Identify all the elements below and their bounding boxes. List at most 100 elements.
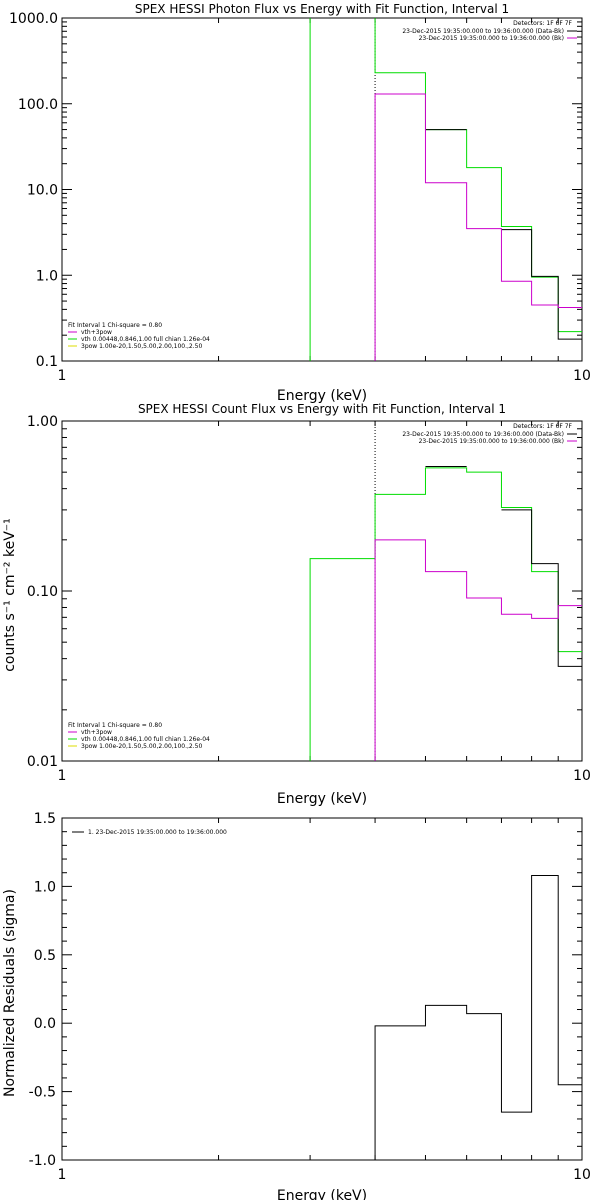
step-bin [558, 307, 582, 309]
plot-area [309, 465, 582, 761]
series-line [374, 874, 582, 1160]
step-bin [558, 665, 582, 667]
legend-top-text: 23-Dec-2015 19:35:00.000 to 19:36:00.000… [419, 438, 564, 445]
step-bin [375, 93, 425, 95]
y-tick-label: 1.0 [34, 879, 56, 895]
y-tick-label: 100.0 [18, 97, 58, 113]
step-bin [375, 1025, 425, 1027]
x-tick-label: 10 [573, 368, 591, 384]
step-bin [558, 651, 582, 653]
x-tick-label: 10 [573, 768, 591, 784]
series-data [425, 465, 582, 667]
step-bin [375, 539, 425, 541]
step-bin [532, 571, 559, 573]
step-bin [558, 331, 582, 333]
series-total [309, 467, 582, 761]
y-tick-label: -0.5 [29, 1085, 56, 1101]
y-axis-label: counts s⁻¹ cm⁻² keV⁻¹ [2, 518, 18, 672]
series-line [309, 467, 582, 761]
step-bin [532, 563, 559, 565]
step-bin [467, 471, 502, 473]
legend-bottom-text: Fit Interval 1 Chi-square = 0.80 [68, 722, 162, 729]
chart-title: SPEX HESSI Count Flux vs Energy with Fit… [138, 402, 506, 416]
y-tick-label: 0.0 [34, 1016, 56, 1032]
step-bin [425, 1004, 466, 1006]
x-axis-label: Energy (keV) [277, 388, 367, 404]
step-bin [425, 129, 466, 131]
step-bin [501, 613, 531, 615]
step-bin [532, 874, 559, 876]
step-bin [532, 304, 559, 306]
series-line [425, 129, 582, 340]
y-axis-ticks [62, 428, 582, 762]
y-tick-label: 1.5 [34, 811, 56, 827]
x-tick-label: 1 [58, 768, 67, 784]
step-bin [558, 1084, 582, 1086]
step-bin [467, 1013, 502, 1015]
step-bin [425, 182, 466, 184]
step-bin [501, 280, 531, 282]
y-tick-label: 1.0 [36, 268, 58, 284]
step-bin [501, 509, 531, 511]
y-tick-label: -1.0 [29, 1153, 56, 1169]
x-axis-label: Energy (keV) [277, 1188, 367, 1200]
series-data [374, 874, 582, 1160]
step-bin [558, 338, 582, 340]
legend-bottom-text: vth+3pow [81, 729, 112, 736]
step-bin [532, 275, 559, 277]
plot-area [309, 18, 582, 361]
legend-top-text: 23-Dec-2015 19:35:00.000 to 19:36:00.000… [419, 35, 564, 42]
step-bin [425, 465, 466, 467]
step-bin [375, 493, 425, 495]
step-bin [501, 229, 531, 231]
x-axis-label: Energy (keV) [277, 791, 367, 807]
y-tick-label: 0.10 [27, 584, 58, 600]
y-tick-label: 0.01 [27, 754, 58, 770]
step-bin [532, 617, 559, 619]
x-tick-label: 1 [58, 368, 67, 384]
y-tick-label: 0.5 [34, 948, 56, 964]
y-tick-label: 1.00 [27, 414, 58, 430]
legend-top-text: 1. 23-Dec-2015 19:35:00.000 to 19:36:00.… [88, 829, 227, 836]
legend-bottom-text: 3pow 1.00e-20,1.50,5.00,2.00,100.,2.50 [81, 343, 202, 350]
chart-panel-2: SPEX HESSI Count Flux vs Energy with Fit… [2, 402, 591, 807]
detectors-label: Detectors: 1F 6F 7F [513, 423, 572, 430]
step-bin [467, 228, 502, 230]
step-bin [501, 1111, 531, 1113]
step-bin [467, 597, 502, 599]
legend-bottom-text: 3pow 1.00e-20,1.50,5.00,2.00,100.,2.50 [81, 743, 202, 750]
y-tick-label: 0.1 [36, 354, 58, 370]
plot-frame [61, 817, 583, 1161]
x-axis-ticks [61, 421, 583, 761]
legend-bottom-text: vth 0.00448,0.846,1.00 full chian 1.26e-… [81, 736, 210, 743]
y-axis-ticks [62, 21, 582, 362]
chart-title: SPEX HESSI Photon Flux vs Energy with Fi… [135, 2, 509, 16]
legend-top-text: 23-Dec-2015 19:35:00.000 to 19:36:00.000… [402, 431, 564, 438]
x-tick-label: 1 [58, 1167, 67, 1183]
step-bin [501, 226, 531, 228]
step-bin [501, 506, 531, 508]
legend-bottom-text: vth+3pow [81, 329, 112, 336]
y-axis-ticks [62, 817, 582, 1161]
y-axis-label: Normalized Residuals (sigma) [2, 889, 18, 1097]
series-line [374, 93, 582, 361]
step-bin [467, 167, 502, 169]
series-data [425, 129, 582, 340]
step-bin [425, 571, 466, 573]
series-thermal [374, 93, 582, 361]
x-tick-label: 10 [573, 1167, 591, 1183]
series-line [309, 18, 582, 361]
legend-bottom-text: vth 0.00448,0.846,1.00 full chian 1.26e-… [81, 336, 210, 343]
step-bin [310, 558, 375, 560]
series-line [425, 465, 582, 667]
y-tick-label: 10.0 [27, 183, 58, 199]
series-thermal [374, 539, 582, 761]
legend-top-text: 23-Dec-2015 19:35:00.000 to 19:36:00.000… [402, 28, 564, 35]
step-bin [558, 605, 582, 607]
chart-panel-3: 1 10 Energy (keV) -1.0 -0.5 0.0 0.5 1.0 1.5 Norma… [2, 811, 591, 1200]
x-axis-ticks [61, 818, 583, 1160]
detectors-label: Detectors: 1F 6F 7F [513, 20, 572, 27]
step-bin [375, 72, 425, 74]
